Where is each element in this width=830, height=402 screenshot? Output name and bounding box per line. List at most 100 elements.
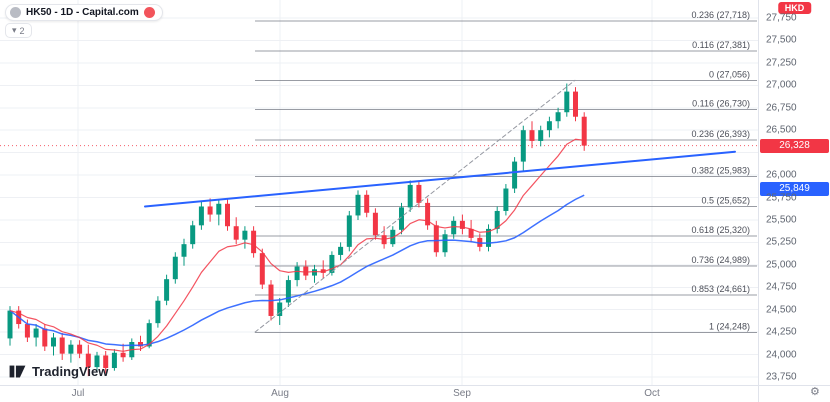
price-axis-label: 27,000 [766, 79, 797, 91]
price-axis-label: 24,000 [766, 349, 797, 361]
candle-body [425, 202, 431, 226]
candle-body [24, 324, 30, 338]
candle-body [529, 130, 535, 141]
candle-body [190, 225, 196, 245]
candle-body [355, 194, 361, 216]
candle-body [459, 220, 465, 229]
symbol-title: HK50 - 1D - Capital.com [26, 7, 139, 18]
candle-body [416, 184, 422, 203]
candle-body [303, 266, 309, 276]
last-price-badge: 26,328 [760, 138, 829, 153]
candle-body [207, 206, 213, 215]
candle-body [172, 256, 178, 280]
candle-body [51, 337, 56, 347]
time-axis-label: Aug [271, 388, 289, 399]
candle-body [68, 344, 74, 354]
candle-body [285, 280, 291, 303]
fib-level-label: 0 (27,056) [709, 69, 750, 79]
ma-slow-line[interactable] [9, 194, 585, 347]
symbol-badge[interactable]: HK50 - 1D - Capital.com [5, 4, 163, 21]
candle-body [338, 246, 344, 255]
axis-corner [758, 385, 830, 402]
price-axis-label: 25,250 [766, 236, 797, 248]
candle-body [294, 266, 300, 281]
price-axis[interactable]: HKD 26,328 25,849 27,750 27,500 27,250 27,0… [758, 0, 830, 385]
candle-body [503, 188, 509, 211]
candle-body [77, 344, 83, 354]
settings-gear-icon[interactable]: ⚙ [810, 386, 820, 398]
instrument-logo-icon [10, 7, 21, 18]
candle-body [225, 203, 230, 227]
candle-body [494, 210, 500, 229]
candle-body [33, 328, 39, 338]
candle-body [538, 130, 544, 141]
fib-base-trendline[interactable] [254, 79, 576, 333]
candle-body [233, 226, 239, 240]
ma-price-badge: 25,849 [760, 181, 829, 196]
candle-body [164, 279, 170, 301]
price-axis-label: 23,750 [766, 371, 797, 383]
price-axis-label: 27,500 [766, 34, 797, 46]
candle-body [103, 355, 109, 369]
drawings-count-pill[interactable]: ▾ 2 [5, 23, 32, 38]
candle-body [546, 121, 552, 131]
candle-body [555, 112, 561, 122]
candle-body [198, 206, 204, 226]
candle-body [138, 341, 143, 347]
time-axis-label: Oct [644, 388, 660, 399]
candle-body [277, 302, 283, 316]
candle-body [573, 91, 578, 117]
candle-body [7, 310, 13, 339]
fib-level-label: 0.236 (27,718) [691, 10, 750, 20]
price-axis-label: 26,000 [766, 169, 797, 181]
candle-body [399, 207, 404, 230]
candle-body [581, 116, 587, 146]
tradingview-mark-icon [9, 365, 26, 378]
candle-body [486, 228, 491, 247]
tradingview-logo[interactable]: TradingView [8, 363, 108, 380]
candle-body [94, 355, 100, 368]
price-axis-label: 24,250 [766, 326, 797, 338]
fib-level-label: 1 (24,248) [709, 321, 750, 331]
price-axis-label: 24,750 [766, 281, 797, 293]
candle-body [320, 269, 326, 273]
fib-level-label: 0.382 (25,983) [691, 166, 750, 176]
fib-level-label: 0.736 (24,989) [691, 255, 750, 265]
price-chart[interactable]: 0.236 (27,718) 0.116 (27,381) 0 (27,056) 0.… [0, 0, 758, 385]
time-axis-label: Sep [453, 388, 471, 399]
candle-body [259, 253, 265, 285]
candle-body [242, 230, 248, 240]
chevron-down-icon: ▾ [12, 25, 17, 35]
currency-badge: HKD [777, 2, 812, 14]
candle-body [372, 212, 378, 236]
candle-body [216, 203, 222, 215]
fib-level-label: 0.853 (24,661) [691, 284, 750, 294]
candle-body [451, 220, 457, 235]
price-axis-label: 26,750 [766, 102, 797, 114]
candle-body [442, 234, 448, 253]
candle-body [407, 184, 413, 208]
candle-body [433, 225, 439, 253]
candle-body [251, 230, 257, 254]
fib-level-label: 0.116 (27,381) [692, 40, 750, 50]
candle-body [120, 352, 126, 358]
fib-level-label: 0.116 (26,730) [692, 99, 750, 109]
support-trendline[interactable] [144, 150, 736, 208]
candle-body [146, 323, 152, 347]
candle-body [364, 194, 370, 213]
price-axis-label: 27,750 [766, 12, 797, 24]
time-axis[interactable]: Jul Aug Sep Oct [0, 385, 758, 402]
candle-body [312, 269, 317, 276]
capitalcom-logo-icon [143, 7, 155, 18]
price-axis-label: 26,500 [766, 124, 797, 136]
candle-body [564, 91, 570, 113]
drawings-count: 2 [19, 25, 25, 36]
candle-body [329, 254, 335, 273]
candle-body [520, 130, 526, 162]
ma-fast-line[interactable] [9, 138, 585, 352]
fib-level-label: 0.5 (25,652) [701, 195, 750, 205]
candle-body [155, 300, 161, 324]
price-axis-label: 25,000 [766, 259, 797, 271]
time-axis-label: Jul [71, 388, 85, 399]
